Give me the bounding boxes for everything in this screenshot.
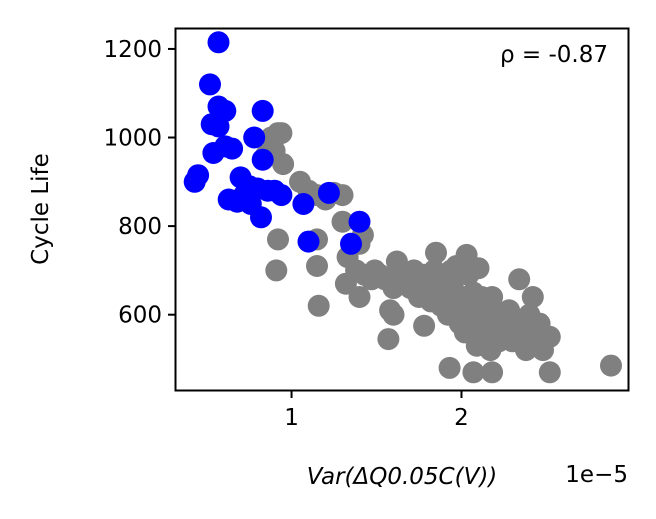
y-tick-label: 1000 [103, 126, 162, 152]
y-axis: 600 800 1000 1200 [103, 37, 176, 329]
data-point [272, 153, 295, 176]
data-point [297, 230, 320, 253]
data-point [515, 339, 537, 362]
data-point [331, 210, 354, 233]
points-layer [183, 31, 622, 384]
data-point [292, 193, 315, 215]
data-point [187, 164, 210, 187]
data-point [202, 142, 225, 164]
correlation-annotation: ρ = -0.87 [500, 42, 608, 68]
data-point [307, 294, 330, 317]
data-point [462, 361, 485, 384]
data-point [340, 232, 362, 255]
data-point [250, 206, 272, 229]
data-point [382, 303, 405, 326]
data-point [207, 31, 230, 54]
data-point [521, 286, 544, 308]
y-tick-label: 800 [118, 214, 162, 240]
data-point [199, 73, 221, 96]
data-point [243, 126, 266, 149]
x-scale-label: 1e−5 [565, 462, 628, 488]
data-point [425, 241, 447, 264]
data-point [306, 255, 328, 277]
x-tick-label: 1 [284, 405, 299, 431]
data-point [270, 184, 293, 207]
data-point [413, 314, 436, 337]
data-point [481, 286, 504, 308]
data-point [508, 268, 531, 291]
y-axis-label: Cycle Life [28, 153, 54, 265]
x-axis-label: Var(ΔQ0.05C(V)) [307, 464, 498, 490]
data-point [221, 137, 244, 160]
data-point [251, 99, 274, 122]
y-tick-label: 600 [118, 303, 162, 329]
data-point [348, 210, 371, 233]
data-point [538, 361, 561, 384]
data-point [317, 181, 340, 204]
data-point [265, 259, 288, 282]
data-point [207, 115, 230, 138]
data-point [438, 356, 461, 379]
data-point [600, 354, 622, 377]
data-point [270, 122, 293, 145]
data-point [467, 257, 490, 280]
data-point [382, 277, 405, 300]
data-point [267, 228, 289, 251]
data-point [348, 286, 371, 308]
data-point [450, 259, 473, 282]
data-point [251, 148, 274, 171]
data-point [481, 361, 504, 384]
y-tick-label: 1200 [103, 37, 162, 63]
x-tick-label: 2 [454, 405, 469, 431]
data-point [538, 325, 561, 348]
plot-frame [174, 27, 630, 392]
data-point [377, 328, 400, 351]
